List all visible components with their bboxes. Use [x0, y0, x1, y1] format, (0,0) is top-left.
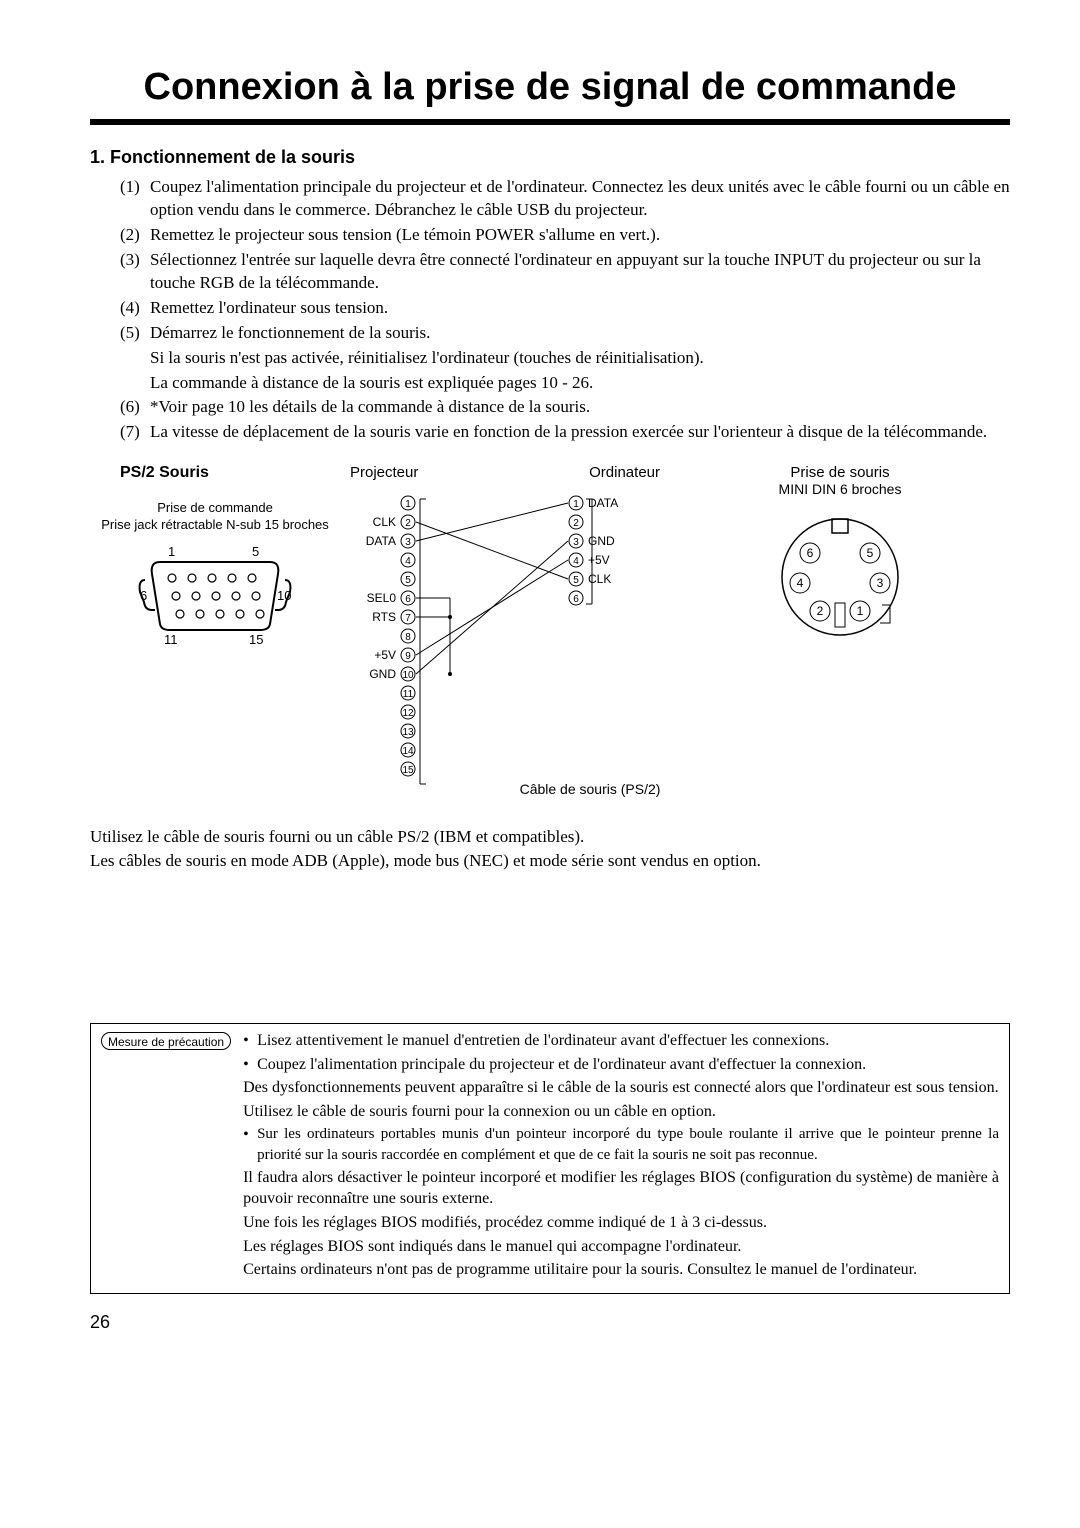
caution-p4: Une fois les réglages BIOS modifiés, pro…: [243, 1212, 999, 1234]
ordered-list: (1)Coupez l'alimentation principale du p…: [90, 176, 1010, 444]
list-num: (3): [120, 249, 150, 295]
list-text: La vitesse de déplacement de la souris v…: [150, 421, 1010, 444]
caution-p5: Les réglages BIOS sont indiqués dans le …: [243, 1236, 999, 1258]
caution-b1: Lisez attentivement le manuel d'entretie…: [257, 1030, 829, 1052]
list-sub: La commande à distance de la souris est …: [150, 372, 1010, 395]
list-num: (7): [120, 421, 150, 444]
svg-text:7: 7: [405, 613, 411, 624]
list-text: *Voir page 10 les détails de la commande…: [150, 396, 1010, 419]
caution-p1: Des dysfonctionnements peuvent apparaîtr…: [243, 1077, 999, 1099]
svg-text:+5V: +5V: [374, 648, 396, 662]
pin: 5: [867, 546, 874, 560]
svg-text:2: 2: [405, 518, 411, 529]
svg-text:13: 13: [402, 727, 414, 738]
pin-num: 5: [252, 544, 259, 559]
svg-text:3: 3: [573, 537, 579, 548]
list-text: Sélectionnez l'entrée sur laquelle devra…: [150, 249, 1010, 295]
pin: 4: [797, 576, 804, 590]
control-jack-label1: Prise de commande: [90, 500, 340, 517]
svg-text:15: 15: [402, 765, 414, 776]
svg-text:RTS: RTS: [372, 610, 396, 624]
wiring-diagram: 12CLK3DATA456SEL07RTS89+5V10GND111213141…: [340, 481, 700, 801]
pin-num: 11: [164, 632, 178, 647]
svg-text:1: 1: [573, 499, 579, 510]
list-num: [120, 347, 150, 370]
caution-box: Mesure de précaution •Lisez attentivemen…: [90, 1023, 1010, 1294]
list-num: (2): [120, 224, 150, 247]
dsub-connector-icon: 1 5 6 10 11 15: [130, 542, 300, 652]
post-line1: Utilisez le câble de souris fourni ou un…: [90, 825, 1010, 849]
svg-text:GND: GND: [369, 667, 396, 681]
pin-num: 1: [168, 544, 175, 559]
pin-num: 15: [249, 632, 263, 647]
svg-text:8: 8: [405, 632, 411, 643]
minidin-title2: MINI DIN 6 broches: [700, 481, 980, 497]
svg-text:+5V: +5V: [588, 553, 610, 567]
page-number: 26: [90, 1312, 1010, 1333]
list-num: (1): [120, 176, 150, 222]
svg-text:1: 1: [405, 499, 411, 510]
post-line2: Les câbles de souris en mode ADB (Apple)…: [90, 849, 1010, 873]
wiring-block: Projecteur Ordinateur 12CLK3DATA456SEL07…: [340, 464, 700, 797]
diagram-row: PS/2 Souris Prise de commande Prise jack…: [90, 464, 1010, 797]
control-jack-label2: Prise jack rétractable N-sub 15 broches: [90, 517, 340, 534]
caution-badge: Mesure de précaution: [101, 1032, 231, 1050]
pin: 3: [877, 576, 884, 590]
svg-text:DATA: DATA: [588, 496, 618, 510]
list-text: Coupez l'alimentation principale du proj…: [150, 176, 1010, 222]
minidin-block: Prise de souris MINI DIN 6 broches 6 5 4…: [700, 464, 980, 797]
caution-p6: Certains ordinateurs n'ont pas de progra…: [243, 1259, 999, 1281]
svg-text:DATA: DATA: [366, 534, 396, 548]
dsub-block: PS/2 Souris Prise de commande Prise jack…: [90, 464, 340, 797]
list-num: (4): [120, 297, 150, 320]
ps2-title: PS/2 Souris: [90, 464, 340, 482]
page: Connexion à la prise de signal de comman…: [0, 0, 1080, 1363]
post-diagram-text: Utilisez le câble de souris fourni ou un…: [90, 825, 1010, 873]
list-sub: Si la souris n'est pas activée, réinitia…: [150, 347, 1010, 370]
computer-label: Ordinateur: [589, 464, 660, 481]
svg-text:4: 4: [573, 556, 579, 567]
svg-text:14: 14: [402, 746, 414, 757]
list-num: (6): [120, 396, 150, 419]
section-heading: 1. Fonctionnement de la souris: [90, 147, 1010, 168]
svg-text:2: 2: [573, 518, 579, 529]
svg-text:3: 3: [405, 537, 411, 548]
svg-text:6: 6: [573, 594, 579, 605]
svg-text:6: 6: [405, 594, 411, 605]
minidin-title1: Prise de souris: [700, 464, 980, 481]
minidin-connector-icon: 6 5 4 3 2 1: [750, 505, 930, 645]
svg-text:11: 11: [403, 689, 414, 700]
svg-text:CLK: CLK: [373, 515, 396, 529]
caution-b3: Sur les ordinateurs portables munis d'un…: [257, 1124, 999, 1165]
list-num: (5): [120, 322, 150, 345]
projector-label: Projecteur: [350, 464, 418, 481]
svg-text:12: 12: [402, 708, 414, 719]
pin: 1: [857, 604, 864, 618]
svg-text:10: 10: [402, 670, 414, 681]
caution-p3: Il faudra alors désactiver le pointeur i…: [243, 1167, 999, 1210]
page-title: Connexion à la prise de signal de comman…: [90, 60, 1010, 125]
svg-text:5: 5: [405, 575, 411, 586]
pin: 2: [817, 604, 824, 618]
caution-p2: Utilisez le câble de souris fourni pour …: [243, 1101, 999, 1123]
list-text: Remettez le projecteur sous tension (Le …: [150, 224, 1010, 247]
svg-text:SEL0: SEL0: [367, 591, 397, 605]
cable-label: Câble de souris (PS/2): [340, 781, 700, 797]
list-num: [120, 372, 150, 395]
svg-text:4: 4: [405, 556, 411, 567]
list-text: Remettez l'ordinateur sous tension.: [150, 297, 1010, 320]
svg-text:9: 9: [405, 651, 411, 662]
pin: 6: [807, 546, 814, 560]
caution-body: •Lisez attentivement le manuel d'entreti…: [231, 1030, 999, 1283]
svg-text:5: 5: [573, 575, 579, 586]
caution-b2: Coupez l'alimentation principale du proj…: [257, 1054, 866, 1076]
list-text: Démarrez le fonctionnement de la souris.: [150, 322, 1010, 345]
